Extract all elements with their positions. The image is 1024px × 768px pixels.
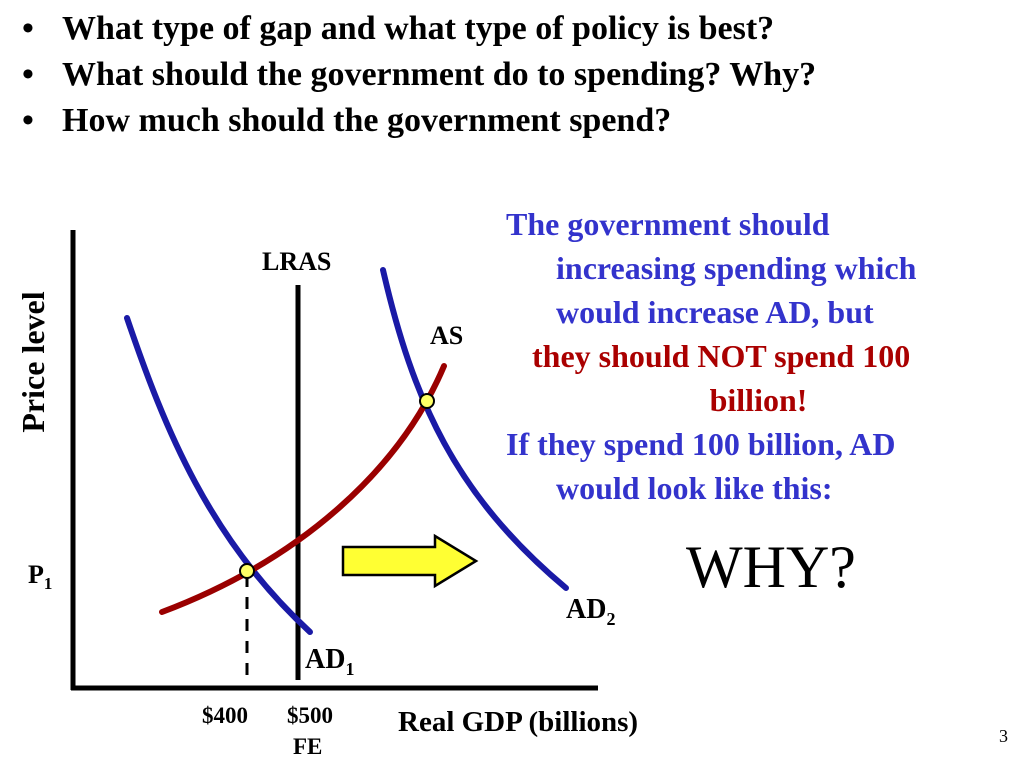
why-heading: WHY?: [686, 534, 856, 600]
p1-label: P1: [28, 560, 52, 593]
ad2-curve: [380, 267, 569, 591]
lras-label: LRAS: [262, 247, 331, 276]
equilibrium-point-1: [239, 563, 255, 579]
question-text: How much should the government spend?: [62, 102, 672, 139]
question-item: • How much should the government spend?: [22, 98, 816, 144]
ad2-label-sub: 2: [606, 609, 615, 629]
callout-warning-line: billion!: [709, 382, 808, 418]
bullet-marker: •: [22, 10, 34, 47]
question-list: • What type of gap and what type of polic…: [22, 6, 816, 144]
question-text: What type of gap and what type of policy…: [62, 10, 775, 47]
callout-line: increasing spending which: [556, 250, 917, 286]
ad1-label: AD1: [305, 644, 354, 679]
ad1-label-sub: 1: [345, 659, 354, 679]
ad2-label-main: AD: [566, 594, 606, 625]
question-item: • What should the government do to spendi…: [22, 52, 816, 98]
x-axis-label: Real GDP (billions): [398, 706, 638, 738]
x-tick-500: $500: [287, 703, 333, 728]
p1-label-sub: 1: [44, 574, 53, 593]
as-label: AS: [430, 321, 463, 350]
ad2-label: AD2: [566, 594, 615, 629]
callout-warning-line: they should NOT spend 100: [532, 338, 911, 374]
x-tick-400: $400: [202, 703, 248, 728]
x-tick-fe: FE: [293, 734, 322, 759]
callout-line: If they spend 100 billion, AD: [506, 426, 896, 462]
y-axis-label: Price level: [15, 291, 51, 432]
question-item: • What type of gap and what type of polic…: [22, 6, 816, 52]
slide-number: 3: [999, 726, 1008, 746]
ad1-label-main: AD: [305, 644, 345, 675]
callout-line: The government should: [506, 206, 830, 242]
right-arrow-icon: [341, 533, 479, 589]
ad1-curve: [124, 315, 313, 635]
intersection-point-as-ad2: [419, 393, 435, 409]
question-text: What should the government do to spendin…: [62, 56, 817, 93]
bullet-marker: •: [22, 56, 34, 93]
explanation-callout: The government should increasing spendin…: [506, 202, 1011, 510]
callout-line: would increase AD, but: [556, 294, 874, 330]
callout-line: would look like this:: [556, 470, 833, 506]
bullet-marker: •: [22, 102, 34, 139]
p1-label-main: P: [28, 560, 44, 589]
